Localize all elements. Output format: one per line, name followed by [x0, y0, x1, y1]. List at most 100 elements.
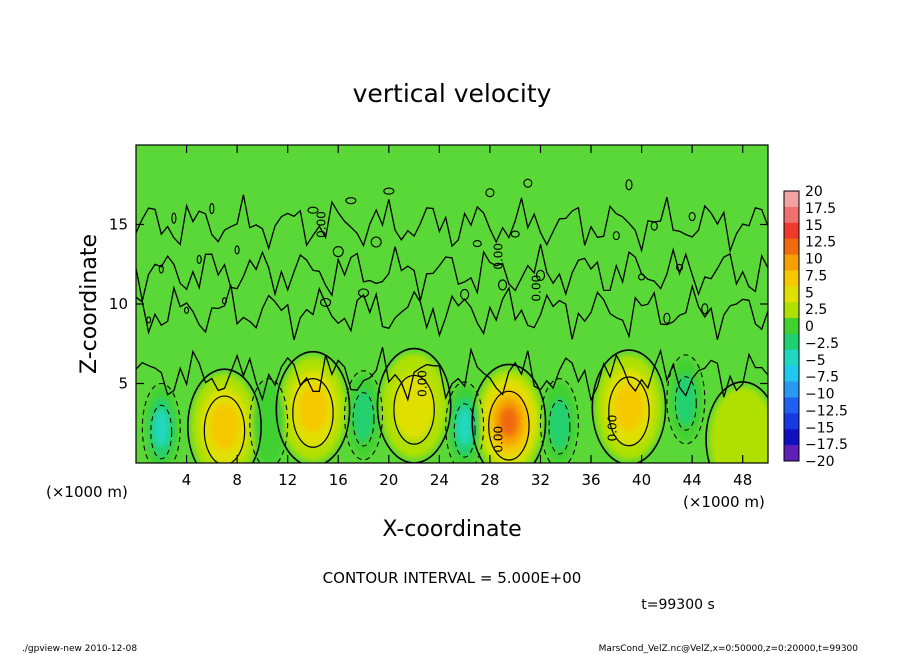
x-tick-label: 36 — [581, 471, 600, 489]
eddy-contour — [472, 240, 482, 248]
eddy-contour — [510, 230, 520, 238]
footer-right: MarsCond_VelZ.nc@VelZ,x=0:50000,z=0:2000… — [599, 644, 859, 654]
velocity-cell — [499, 406, 519, 437]
colorbar-swatch — [784, 333, 799, 351]
contour-label: 0.00 — [416, 370, 430, 397]
eddy-contour — [234, 245, 240, 255]
eddy-contour — [370, 236, 382, 248]
velocity-cell — [614, 384, 644, 431]
colorbar-label: −15 — [805, 420, 835, 436]
updraft-contour — [275, 350, 351, 463]
x-axis-ticks: 4 8 12 16 20 24 28 32 36 40 44 48 — [182, 145, 752, 489]
eddy-contour — [332, 245, 344, 258]
inner-contour — [203, 395, 246, 463]
updraft-contour — [376, 347, 452, 463]
eddy-contour — [701, 303, 709, 315]
colorbar-label: −7.5 — [805, 370, 839, 386]
downdraft-contour — [666, 354, 706, 445]
colorbar-label: 17.5 — [805, 201, 836, 217]
velocity-cell — [209, 403, 240, 450]
eddy-contour — [485, 188, 495, 198]
colorbar-swatch — [784, 397, 799, 414]
velocity-field — [144, 353, 768, 463]
updraft-contour — [187, 368, 262, 463]
colorbar-label: 0 — [805, 319, 814, 335]
contour-lines — [136, 178, 768, 463]
eddy-contour — [171, 212, 177, 224]
colorbar-swatch — [784, 365, 799, 383]
colorbar-label: 20 — [805, 184, 823, 200]
inner-contour — [292, 377, 334, 448]
colorbar-swatch — [784, 381, 799, 398]
x-tick-label: 48 — [733, 471, 752, 489]
velocity-cell — [549, 397, 570, 449]
inner-contour — [352, 392, 375, 447]
colorbar-label: 10 — [805, 252, 823, 268]
inner-contour — [453, 403, 476, 458]
colorbar-swatch — [784, 429, 799, 446]
y-tick-label: 15 — [109, 216, 128, 234]
colorbar-label: 2.5 — [805, 302, 827, 318]
chart-title: vertical velocity — [353, 79, 552, 108]
colorbar-swatch — [784, 445, 799, 462]
footer-left: ./gpview-new 2010-12-08 — [22, 644, 137, 654]
updraft-contour — [471, 363, 547, 463]
contour-label: 0.00 — [605, 415, 619, 442]
colorbar-label: −20 — [805, 454, 835, 470]
y-axis-ticks: 5 10 15 — [109, 216, 768, 393]
velocity-cell — [298, 385, 328, 433]
eddy-contour — [498, 279, 508, 291]
eddy-contour — [357, 288, 370, 298]
x-tick-label: 32 — [531, 471, 550, 489]
inner-contour — [488, 390, 530, 461]
x-axis-unit: (×1000 m) — [46, 483, 128, 501]
contour-label: 0.00 — [492, 426, 506, 453]
velocity-cell — [675, 373, 696, 425]
downdraft-contour — [344, 370, 384, 461]
velocity-cell — [457, 408, 472, 445]
colorbar-swatch — [784, 254, 799, 271]
colorbar-swatch — [784, 349, 799, 367]
eddy-contour — [523, 178, 533, 188]
colorbar-label: −12.5 — [805, 403, 848, 419]
zero-contour — [136, 283, 768, 341]
x-axis-label: X-coordinate — [382, 517, 521, 542]
colorbar-swatch — [784, 191, 799, 208]
colorbar-swatch — [784, 222, 799, 240]
x-tick-label: 40 — [632, 471, 651, 489]
colorbar-swatch — [784, 286, 799, 303]
zero-contour — [136, 347, 768, 402]
eddy-contour — [663, 312, 671, 324]
colorbar-label: 7.5 — [805, 268, 827, 284]
colorbar-label: 15 — [805, 218, 823, 234]
colorbar-swatch — [784, 413, 799, 430]
colorbar-label: 5 — [805, 285, 814, 301]
downdraft-contour — [141, 382, 181, 463]
eddy-contour — [535, 269, 546, 281]
colorbar: 2017.51512.5107.552.50−2.5−5−7.5−10−12.5… — [783, 184, 848, 470]
colorbar-swatch — [784, 206, 799, 224]
eddy-contour — [146, 316, 152, 324]
eddy-contour — [383, 187, 395, 195]
updraft-contour — [591, 349, 667, 463]
x-tick-label: 44 — [683, 471, 702, 489]
colorbar-label: −17.5 — [805, 437, 848, 453]
contour-interval: CONTOUR INTERVAL = 5.000E+00 — [323, 569, 582, 587]
x-tick-label: 20 — [379, 471, 398, 489]
x-tick-label: 28 — [480, 471, 499, 489]
eddy-contour — [320, 297, 332, 307]
inner-contour — [608, 376, 650, 447]
contour-label: 0.00 — [492, 243, 506, 270]
velocity-cell — [353, 389, 374, 441]
velocity-cell — [153, 409, 169, 447]
downdraft-contour — [539, 378, 579, 463]
eddy-contour — [688, 212, 696, 222]
y-tick-label: 5 — [118, 375, 128, 393]
velocity-cell — [709, 386, 768, 463]
colorbar-frame — [783, 190, 800, 462]
plot-area: 0.000.000.000.000.00 0.00 4 8 12 16 20 24 28 32 3… — [109, 144, 769, 489]
inner-contour — [393, 374, 435, 445]
contour-label: 0.00 — [529, 275, 543, 302]
x-tick-label: 16 — [329, 471, 348, 489]
colorbar-label: −5 — [805, 353, 826, 369]
